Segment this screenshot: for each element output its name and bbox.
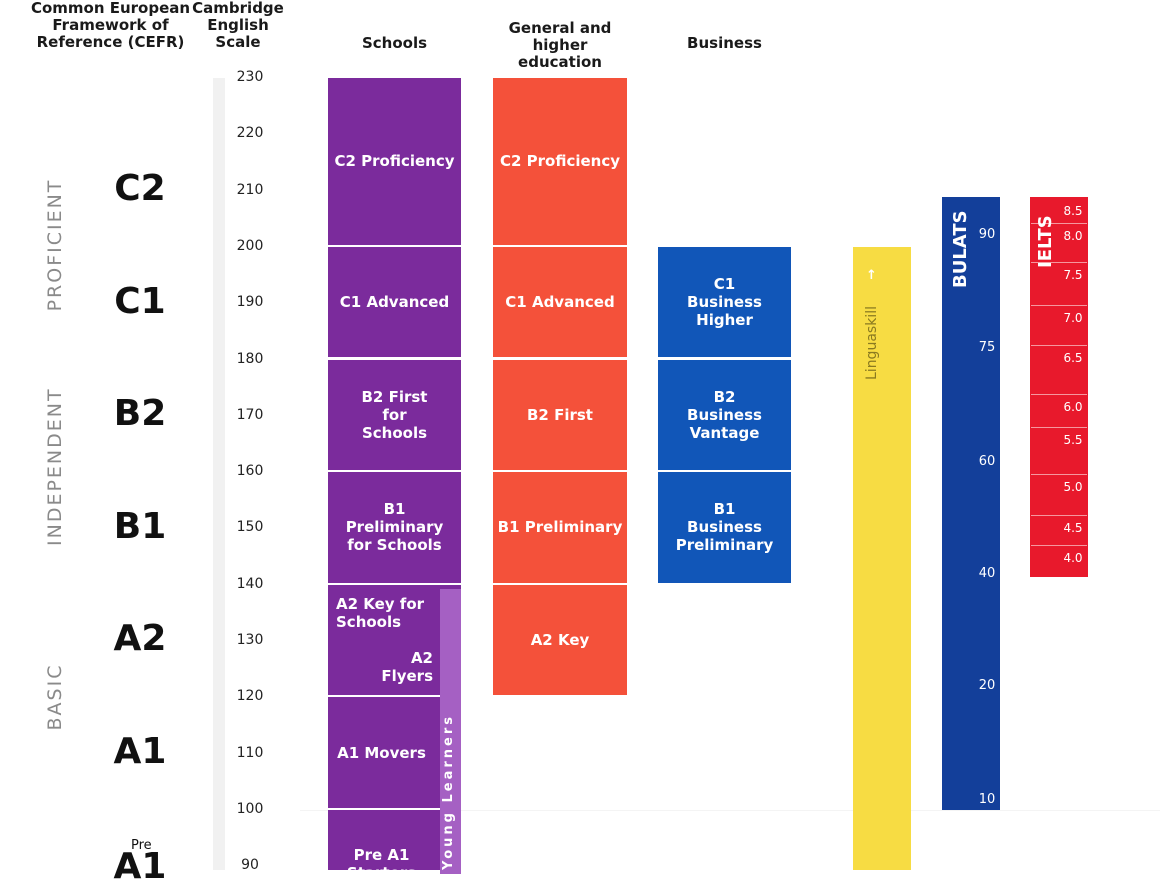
grid-line-100 [300,809,1160,811]
scale-tick-90: 90 [241,857,259,874]
scale-tick-100: 100 [236,800,264,817]
ielts-score-7-5: 7.5 [1063,268,1083,282]
ielts-score-8-0: 8.0 [1063,229,1083,243]
cefr-band-basic: BASIC [44,663,66,731]
bulats-score-75: 75 [978,340,996,355]
header-scale: Cambridge English Scale [192,0,284,51]
cefr-band-proficient: PROFICIENT [44,178,66,312]
bulats-score-10: 10 [978,792,996,807]
schools-c1-advanced: C1 Advanced [328,246,461,358]
ielts-divider [1031,427,1087,428]
bulats-label: BULATS [950,210,971,288]
bulats-score-90: 90 [978,227,996,242]
ielts-divider [1031,394,1087,395]
young-learners-strip [440,588,461,874]
ielts-score-6-0: 6.0 [1063,400,1083,414]
scale-tick-150: 150 [236,519,264,536]
ielts-divider [1031,223,1087,224]
scale-tick-190: 190 [236,294,264,311]
cefr-level-a2: A2 [113,618,167,659]
linguaskill-arrow-icon: ↑ [866,268,877,283]
ielts-divider [1031,262,1087,263]
bulats-score-40: 40 [978,566,996,581]
cefr-level-b1: B1 [113,506,167,547]
ielts-score-5-0: 5.0 [1063,480,1083,494]
schools-a2-key-label: A2 Key for Schools [336,594,425,631]
bulats-score-60: 60 [978,454,996,469]
scale-tick-130: 130 [236,632,264,648]
ielts-score-4-0: 4.0 [1063,551,1083,565]
cefr-level-pre-a1: A1 [113,846,167,887]
ielts-bar [1030,196,1088,577]
cefr-band-independent: INDEPENDENT [44,387,66,546]
ielts-divider [1031,474,1087,475]
schools-b2-first-for-schools: B2 First for Schools [328,359,461,471]
header-cefr: Common European Framework of Reference (… [30,0,191,51]
linguaskill-label: Linguaskill [864,306,880,380]
ielts-score-4-5: 4.5 [1063,521,1083,535]
scale-tick-120: 120 [236,688,264,705]
scale-tick-140: 140 [236,575,264,592]
ielts-divider [1031,345,1087,346]
young-learners-label: Young Learners [441,714,456,870]
schools-c2-proficiency: C2 Proficiency [328,78,461,245]
header-business: Business [687,34,762,52]
linguaskill-bar [853,246,911,870]
general-c1-advanced: C1 Advanced [493,246,627,358]
scale-tick-170: 170 [236,406,264,423]
business-b1-business-preliminary: B1 Business Preliminary [658,472,791,583]
scale-tick-160: 160 [236,463,264,480]
cefr-level-c2: C2 [114,168,166,209]
header-general: General and higher education [508,19,612,71]
ielts-score-8-5: 8.5 [1063,204,1083,218]
scale-tick-230: 230 [236,69,264,85]
ielts-divider [1031,515,1087,516]
cefr-level-c1: C1 [114,281,166,322]
ielts-score-7-0: 7.0 [1063,311,1083,325]
business-c1-business-higher: C1 Business Higher [658,246,791,358]
ielts-divider [1031,545,1087,546]
business-b2-business-vantage: B2 Business Vantage [658,359,791,471]
cefr-level-b2: B2 [113,393,167,434]
general-b2-first: B2 First [493,359,627,471]
scale-tick-220: 220 [236,125,264,142]
scale-tick-180: 180 [236,350,264,367]
ielts-score-5-5: 5.5 [1063,433,1083,447]
scale-tick-200: 200 [236,237,264,254]
header-schools: Schools [361,34,428,52]
scale-tick-210: 210 [236,181,264,198]
general-c2-proficiency: C2 Proficiency [493,78,627,245]
cefr-level-a1: A1 [113,731,167,772]
scale-strip [213,78,225,870]
scale-tick-110: 110 [236,744,264,761]
general-b1-preliminary: B1 Preliminary [493,472,627,583]
schools-a2-flyers: A2 Flyers [381,648,433,685]
schools-b1-preliminary-for-schools: B1 Preliminary for Schools [328,472,461,583]
ielts-score-6-5: 6.5 [1063,351,1083,365]
bulats-bar [942,196,1000,810]
ielts-divider [1031,305,1087,306]
general-a2-key: A2 Key [493,584,627,696]
schools-a1-movers: A1 Movers [328,697,461,808]
schools-a2-key-for-schools: A2 Key for Schools A2 Flyers [328,584,461,696]
bulats-score-20: 20 [978,678,996,693]
pre-label: Pre [131,838,152,853]
